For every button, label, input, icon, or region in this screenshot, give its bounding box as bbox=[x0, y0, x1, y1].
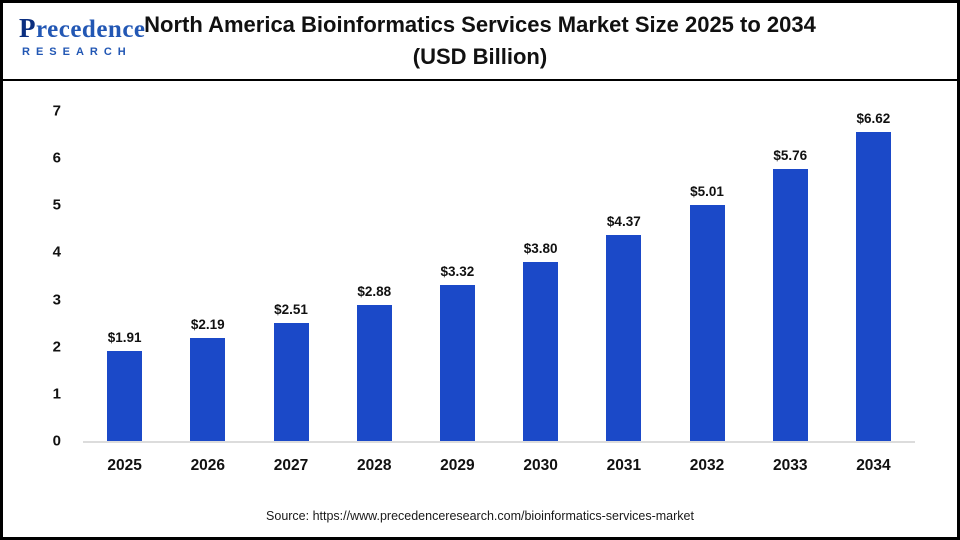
bar-value-label: $3.32 bbox=[440, 263, 475, 279]
bar bbox=[439, 284, 475, 441]
x-axis-label: 2031 bbox=[606, 457, 642, 474]
bar bbox=[689, 204, 725, 441]
bar bbox=[273, 322, 309, 441]
bar bbox=[107, 350, 143, 441]
y-axis-tick-label: 0 bbox=[52, 432, 61, 450]
bar-group: $2.51 bbox=[249, 111, 332, 441]
bar-group: $5.76 bbox=[749, 111, 832, 441]
bar bbox=[772, 169, 808, 441]
bar-group: $3.32 bbox=[416, 111, 499, 441]
header: Precedence RESEARCH North America Bioinf… bbox=[3, 3, 957, 81]
logo-subtext: RESEARCH bbox=[22, 45, 132, 58]
logo-letter-p: P bbox=[19, 13, 36, 43]
x-axis-label: 2026 bbox=[190, 457, 226, 474]
source-text: Source: https://www.precedenceresearch.c… bbox=[266, 509, 694, 523]
y-axis-tick-label: 6 bbox=[52, 149, 61, 167]
y-axis-tick-label: 7 bbox=[52, 102, 61, 120]
chart-title: North America Bioinformatics Services Ma… bbox=[144, 9, 816, 73]
bar-group: $3.80 bbox=[499, 111, 582, 441]
bar-group: $2.88 bbox=[333, 111, 416, 441]
bar-group: $2.19 bbox=[166, 111, 249, 441]
x-axis-label: 2029 bbox=[440, 457, 475, 474]
bar bbox=[855, 132, 891, 441]
x-axis-label: 2027 bbox=[273, 457, 309, 474]
bar-value-label: $5.76 bbox=[773, 148, 808, 164]
bar-group: $1.91 bbox=[83, 111, 166, 441]
precedence-research-logo: Precedence RESEARCH bbox=[19, 13, 146, 58]
x-axis-label: 2032 bbox=[689, 457, 725, 474]
x-axis-label: 2025 bbox=[107, 457, 142, 474]
chart-title-line2: (USD Billion) bbox=[412, 44, 548, 69]
bar bbox=[356, 305, 392, 441]
bar-value-label: $2.88 bbox=[357, 284, 392, 300]
x-axis-label: 2033 bbox=[772, 457, 808, 474]
y-axis-tick-label: 4 bbox=[52, 243, 61, 261]
bar bbox=[190, 337, 226, 441]
bar-group: $4.37 bbox=[582, 111, 665, 441]
bar bbox=[606, 235, 642, 441]
logo-wordmark: Precedence bbox=[19, 13, 146, 44]
bar-value-label: $5.01 bbox=[690, 183, 724, 199]
bar-value-label: $6.62 bbox=[856, 111, 891, 126]
y-axis-tick-label: 2 bbox=[52, 338, 61, 356]
bars-area: $1.91 $2.19 $2.51 $2.88 $3.32 $3.80 $4.37 $5.01… bbox=[83, 111, 915, 441]
bar-value-label: $1.91 bbox=[107, 329, 142, 345]
logo-wordmark-rest: recedence bbox=[36, 16, 146, 43]
x-axis-label: 2028 bbox=[356, 457, 392, 474]
chart-title-line1: North America Bioinformatics Services Ma… bbox=[144, 12, 816, 38]
bar-group: $6.62 bbox=[832, 111, 915, 441]
x-axis-label: 2034 bbox=[856, 457, 891, 474]
bar-value-label: $3.80 bbox=[523, 240, 558, 256]
y-axis-tick-label: 3 bbox=[52, 291, 61, 309]
y-axis-tick-label: 5 bbox=[52, 196, 61, 214]
bar-value-label: $2.19 bbox=[190, 316, 225, 332]
bar-value-label: $4.37 bbox=[606, 214, 641, 229]
y-axis-tick-label: 1 bbox=[52, 385, 61, 403]
bar-group: $5.01 bbox=[665, 111, 748, 441]
y-axis: 0 1 2 3 4 5 6 7 bbox=[33, 103, 71, 450]
bar-value-label: $2.51 bbox=[274, 301, 308, 317]
x-axis: 2025 2026 2027 2028 2029 2030 2031 2032 2033 2034 bbox=[83, 457, 915, 475]
bar bbox=[523, 261, 559, 441]
x-axis-label: 2030 bbox=[523, 457, 558, 474]
